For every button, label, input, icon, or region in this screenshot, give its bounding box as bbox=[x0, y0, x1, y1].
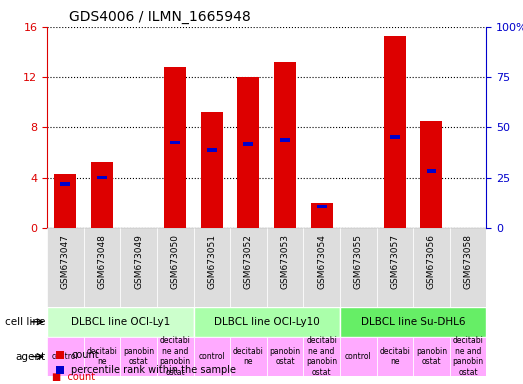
FancyBboxPatch shape bbox=[157, 228, 194, 307]
Bar bbox=[237, 77, 259, 228]
Text: GSM673052: GSM673052 bbox=[244, 234, 253, 289]
Text: GSM673050: GSM673050 bbox=[170, 234, 180, 289]
Text: GSM673055: GSM673055 bbox=[354, 234, 363, 289]
Text: GSM673051: GSM673051 bbox=[207, 234, 217, 289]
FancyBboxPatch shape bbox=[47, 307, 194, 337]
FancyBboxPatch shape bbox=[377, 337, 413, 376]
Bar bbox=[97, 175, 107, 179]
FancyBboxPatch shape bbox=[267, 337, 303, 376]
Text: panobin
ostat: panobin ostat bbox=[123, 347, 154, 366]
Text: cell line: cell line bbox=[5, 317, 45, 327]
Bar bbox=[244, 142, 253, 146]
Text: control: control bbox=[52, 352, 79, 361]
Bar bbox=[61, 182, 70, 186]
FancyBboxPatch shape bbox=[230, 228, 267, 307]
FancyBboxPatch shape bbox=[194, 228, 230, 307]
Text: DLBCL line OCI-Ly1: DLBCL line OCI-Ly1 bbox=[71, 317, 170, 327]
Bar bbox=[311, 203, 333, 228]
Bar bbox=[54, 174, 76, 228]
Text: control: control bbox=[345, 352, 372, 361]
FancyBboxPatch shape bbox=[413, 337, 450, 376]
Bar bbox=[420, 121, 442, 228]
Bar bbox=[170, 141, 180, 144]
Bar bbox=[274, 62, 296, 228]
Text: GSM673058: GSM673058 bbox=[463, 234, 473, 289]
FancyBboxPatch shape bbox=[47, 337, 84, 376]
Text: GSM673057: GSM673057 bbox=[390, 234, 400, 289]
Text: decitabi
ne: decitabi ne bbox=[379, 347, 411, 366]
Bar bbox=[207, 148, 217, 152]
Text: DLBCL line Su-DHL6: DLBCL line Su-DHL6 bbox=[361, 317, 465, 327]
Text: control: control bbox=[198, 352, 225, 361]
FancyBboxPatch shape bbox=[84, 228, 120, 307]
Text: panobin
ostat: panobin ostat bbox=[416, 347, 447, 366]
FancyBboxPatch shape bbox=[413, 228, 450, 307]
FancyBboxPatch shape bbox=[450, 228, 486, 307]
Text: panobin
ostat: panobin ostat bbox=[269, 347, 301, 366]
FancyBboxPatch shape bbox=[340, 307, 486, 337]
Text: GSM673048: GSM673048 bbox=[97, 234, 107, 289]
Text: GSM673054: GSM673054 bbox=[317, 234, 326, 289]
Text: decitabi
ne: decitabi ne bbox=[233, 347, 264, 366]
FancyBboxPatch shape bbox=[120, 337, 157, 376]
Text: agent: agent bbox=[15, 352, 45, 362]
FancyBboxPatch shape bbox=[303, 228, 340, 307]
Text: DLBCL line OCI-Ly10: DLBCL line OCI-Ly10 bbox=[214, 317, 320, 327]
Bar bbox=[164, 67, 186, 228]
Bar bbox=[390, 136, 400, 139]
Text: decitabi
ne and
panobin
ostat: decitabi ne and panobin ostat bbox=[452, 336, 484, 377]
FancyBboxPatch shape bbox=[157, 337, 194, 376]
FancyBboxPatch shape bbox=[450, 337, 486, 376]
Bar bbox=[317, 205, 326, 209]
Text: GSM673056: GSM673056 bbox=[427, 234, 436, 289]
FancyBboxPatch shape bbox=[120, 228, 157, 307]
FancyBboxPatch shape bbox=[377, 228, 413, 307]
FancyBboxPatch shape bbox=[340, 228, 377, 307]
Text: decitabi
ne and
panobin
ostat: decitabi ne and panobin ostat bbox=[306, 336, 337, 377]
FancyBboxPatch shape bbox=[303, 337, 340, 376]
Legend: count, percentile rank within the sample: count, percentile rank within the sample bbox=[52, 346, 240, 379]
FancyBboxPatch shape bbox=[47, 228, 84, 307]
FancyBboxPatch shape bbox=[230, 337, 267, 376]
Bar bbox=[280, 138, 290, 142]
Text: GDS4006 / ILMN_1665948: GDS4006 / ILMN_1665948 bbox=[69, 10, 251, 25]
Text: ■  count: ■ count bbox=[52, 372, 95, 382]
FancyBboxPatch shape bbox=[340, 337, 377, 376]
FancyBboxPatch shape bbox=[194, 307, 340, 337]
Bar bbox=[427, 169, 436, 173]
Bar bbox=[201, 112, 223, 228]
FancyBboxPatch shape bbox=[84, 337, 120, 376]
Text: GSM673047: GSM673047 bbox=[61, 234, 70, 289]
Text: decitabi
ne and
panobin
ostat: decitabi ne and panobin ostat bbox=[160, 336, 191, 377]
Bar bbox=[91, 162, 113, 228]
Text: decitabi
ne: decitabi ne bbox=[86, 347, 118, 366]
FancyBboxPatch shape bbox=[267, 228, 303, 307]
Text: GSM673053: GSM673053 bbox=[280, 234, 290, 289]
Text: GSM673049: GSM673049 bbox=[134, 234, 143, 289]
Bar bbox=[384, 36, 406, 228]
FancyBboxPatch shape bbox=[194, 337, 230, 376]
